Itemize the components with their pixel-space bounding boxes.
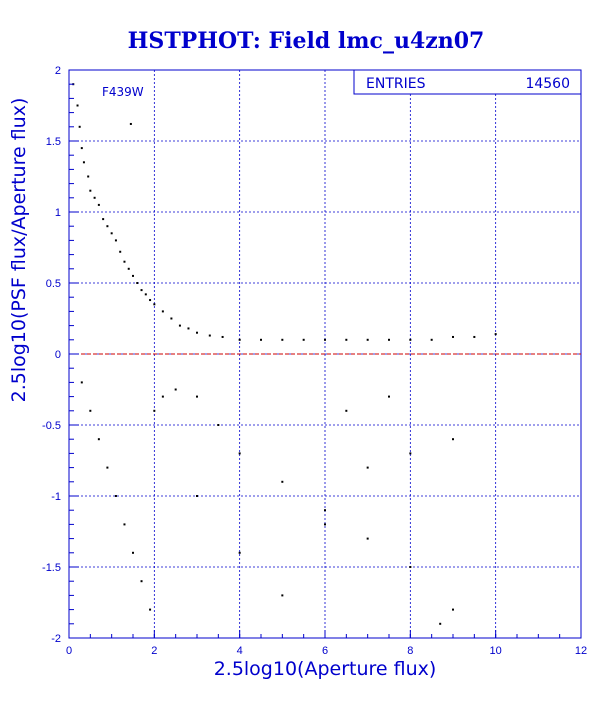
- y-tick-label: -2: [51, 633, 61, 645]
- data-point: [281, 338, 284, 341]
- data-point: [208, 334, 211, 337]
- y-tick-label: 0: [55, 349, 61, 361]
- data-point: [82, 161, 85, 164]
- data-point: [127, 267, 130, 270]
- data-point: [123, 260, 126, 263]
- data-point: [80, 381, 83, 384]
- x-tick-label: 4: [237, 645, 243, 657]
- axis-ticks: 0 2 4 6 8 10 12 -2 -1.5 -1 -0.5 0 0.5 1 1.5 2: [42, 65, 587, 657]
- y-tick-label: 1.5: [46, 136, 61, 148]
- data-point: [110, 232, 113, 235]
- data-point: [324, 523, 326, 526]
- data-point: [238, 551, 241, 554]
- y-tick-label: -0.5: [42, 420, 61, 432]
- data-point: [238, 452, 241, 455]
- y-tick-label: -1: [51, 491, 61, 503]
- data-point: [170, 317, 173, 320]
- x-axis-label: 2.5log10(Aperture flux): [214, 658, 437, 680]
- data-point: [366, 466, 369, 469]
- data-point: [97, 438, 100, 441]
- data-point: [119, 250, 122, 253]
- data-point: [388, 338, 390, 341]
- data-point: [187, 327, 190, 330]
- stats-box: ENTRIES 14560: [353, 69, 582, 95]
- x-tick-label: 8: [407, 645, 413, 657]
- data-point: [238, 338, 241, 341]
- y-tick-label: 1: [55, 207, 61, 219]
- data-point: [78, 125, 81, 128]
- data-point: [97, 203, 100, 206]
- data-point: [93, 196, 96, 199]
- data-point: [132, 274, 134, 277]
- data-point: [89, 189, 92, 192]
- data-point: [452, 438, 454, 441]
- entries-value: 14560: [525, 76, 570, 92]
- data-point: [494, 333, 497, 336]
- x-tick-label: 6: [322, 645, 328, 657]
- data-point: [136, 282, 139, 284]
- data-point: [345, 338, 348, 341]
- data-point: [132, 551, 134, 554]
- y-tick-label: 2: [55, 65, 61, 77]
- data-point: [123, 523, 126, 526]
- y-axis-label: 2.5log10(PSF flux/Aperture flux): [8, 98, 30, 403]
- data-point: [87, 175, 90, 178]
- data-point: [129, 122, 132, 125]
- data-point: [106, 225, 109, 228]
- data-point: [149, 608, 152, 611]
- stats-box-frame: [353, 69, 582, 95]
- data-point: [409, 452, 412, 455]
- data-point: [388, 395, 390, 398]
- entries-label: ENTRIES: [366, 76, 426, 92]
- data-point: [114, 239, 117, 242]
- x-tick-label: 10: [490, 645, 502, 657]
- data-point: [217, 424, 220, 426]
- data-point: [196, 395, 198, 398]
- data-point: [452, 608, 454, 611]
- data-point: [345, 409, 348, 412]
- data-point: [161, 310, 164, 313]
- data-point: [409, 566, 412, 568]
- data-point: [439, 622, 442, 625]
- data-point: [452, 335, 454, 338]
- data-point: [114, 495, 117, 497]
- data-point: [281, 594, 284, 597]
- data-point: [80, 147, 83, 150]
- data-point: [106, 466, 109, 469]
- data-point: [140, 289, 143, 292]
- data-point: [153, 303, 156, 306]
- filter-label: F439W: [102, 85, 144, 99]
- data-point: [324, 338, 326, 341]
- data-point: [324, 509, 326, 512]
- data-point: [140, 580, 143, 583]
- data-point: [196, 331, 198, 334]
- data-point: [144, 293, 147, 296]
- data-point: [366, 338, 369, 341]
- chart-title: HSTPHOT: Field lmc_u4zn07: [128, 28, 485, 54]
- data-point: [430, 338, 433, 341]
- data-point: [302, 338, 305, 341]
- data-point: [178, 324, 181, 327]
- data-point: [102, 218, 105, 221]
- data-point: [76, 104, 79, 107]
- data-point: [174, 388, 177, 391]
- x-tick-label: 12: [575, 645, 587, 657]
- x-tick-label: 0: [66, 645, 72, 657]
- data-point: [260, 338, 262, 341]
- data-point: [89, 409, 92, 412]
- data-point: [149, 299, 152, 302]
- data-point: [281, 480, 284, 483]
- data-point: [153, 409, 156, 412]
- data-point: [196, 495, 198, 497]
- data-point: [473, 335, 476, 338]
- data-point: [221, 335, 224, 338]
- x-tick-label: 2: [151, 645, 157, 657]
- data-points: [72, 83, 497, 625]
- data-point: [366, 537, 369, 540]
- y-tick-label: -1.5: [42, 562, 61, 574]
- y-tick-label: 0.5: [46, 278, 61, 290]
- data-point: [161, 395, 164, 398]
- data-point: [409, 338, 412, 341]
